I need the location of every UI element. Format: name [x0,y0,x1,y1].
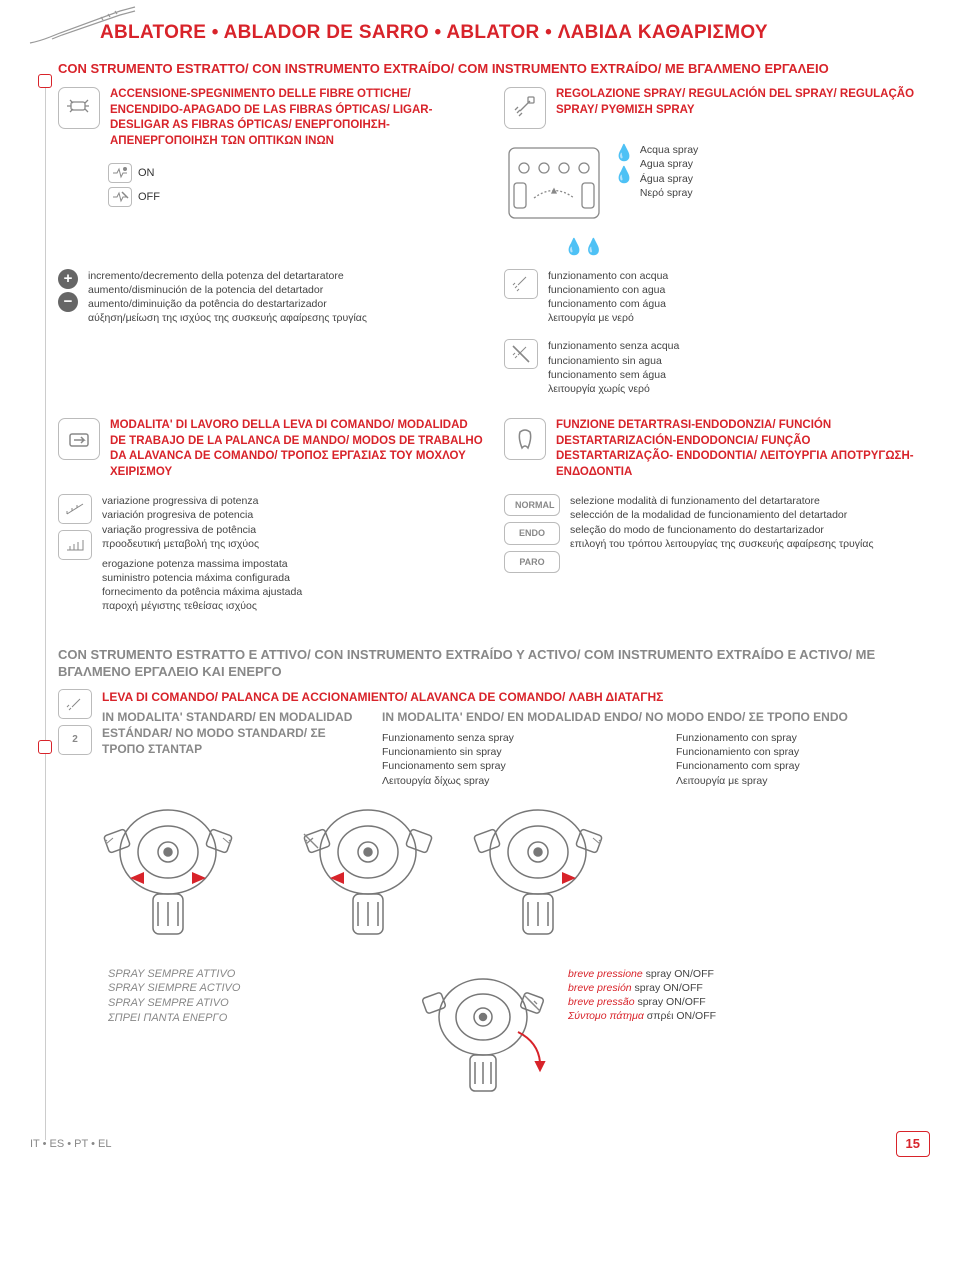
minus-icon: − [58,292,78,312]
plus-icon: + [58,269,78,289]
var-prog-text: variazione progressiva di potenza variac… [102,494,484,551]
spray-l1: Acqua spray [640,143,698,157]
water-drops-icon: 💧💧 [614,143,634,186]
lever-mode-icon [58,418,100,460]
water-off-text: funzionamento senza acqua funcionamiento… [548,339,930,396]
brief-3b: spray ON/OFF [637,996,705,1008]
spray-icon [504,87,546,129]
pedal-endo-spray-diagram [468,802,608,957]
normal-mode-btn[interactable]: NORMAL [504,494,560,516]
lamp-icon [58,87,100,129]
func-endo-heading: FUNZIONE DETARTRASI-ENDODONZIA/ FUNCIÓN … [556,418,930,480]
sel-mode-text: selezione modalità di funzionamento del … [570,494,930,551]
on-icon [108,163,132,183]
paro-mode-btn[interactable]: PARO [504,551,560,573]
spray-heading: REGOLAZIONE SPRAY/ REGULACIÓN DEL SPRAY/… [556,87,930,118]
incdec-text: incremento/decremento della potenza del … [88,269,484,326]
water-drops-icon: 💧💧 [564,239,604,256]
endo-mode-label: IN MODALITA' ENDO/ EN MODALIDAD ENDO/ NO… [382,709,930,725]
pedal-standard-diagram [98,802,238,957]
off-icon [108,187,132,207]
endo-mode-btn[interactable]: ENDO [504,522,560,544]
brief-4b: σπρέι ON/OFF [647,1010,716,1022]
language-codes: IT • ES • PT • EL [30,1137,111,1152]
on-label: ON [138,166,155,181]
page-title: ABLATORE • ABLADOR DE SARRO • ABLATOR • … [30,20,930,46]
progressive-icon [58,494,92,524]
brief-3a: breve pressão [568,996,637,1008]
vertical-timeline-line [45,80,46,1140]
max-power-icon [58,530,92,560]
std-mode-label: IN MODALITA' STANDARD/ EN MODALIDAD ESTÁ… [102,709,362,788]
water-off-icon [504,339,538,369]
pedal-press-diagram [418,967,548,1112]
brief-1b: spray ON/OFF [646,968,714,980]
section-marker [38,74,52,88]
spray-l4: Νερό spray [640,186,698,200]
pedal-endo-nospray-diagram [298,802,438,957]
max-pow-text: erogazione potenza massima impostata sum… [102,557,484,614]
page-number: 15 [896,1131,930,1157]
brief-2a: breve presión [568,982,635,994]
device-panel-icon [504,143,604,223]
off-label: OFF [138,190,160,205]
brief-2b: spray ON/OFF [635,982,703,994]
spray-small-icon [58,689,92,719]
water-on-icon [504,269,538,299]
tooth-icon [504,418,546,460]
instrument-tip-icon [20,5,140,45]
spray-l3: Água spray [640,172,698,186]
mode-2-icon: 2 [58,725,92,755]
lever-cmd-heading: LEVA DI COMANDO/ PALANCA DE ACCIONAMIENT… [102,689,930,705]
section-marker [38,740,52,754]
no-spray-text: Funzionamento senza spray Funcionamiento… [382,731,636,788]
active-section-title: CON STRUMENTO ESTRATTO E ATTIVO/ CON INS… [58,646,930,681]
fibre-heading: ACCENSIONE-SPEGNIMENTO DELLE FIBRE OTTIC… [110,87,484,149]
lever-mode-heading: MODALITA' DI LAVORO DELLA LEVA DI COMAND… [110,418,484,480]
with-spray-text: Funzionamento con spray Funcionamiento c… [676,731,930,788]
spray-l2: Agua spray [640,157,698,171]
subtitle-extracted: CON STRUMENTO ESTRATTO/ CON INSTRUMENTO … [58,60,930,78]
brief-1a: breve pressione [568,968,646,980]
water-on-text: funzionamento con acqua funcionamiento c… [548,269,930,326]
brief-4a: Σύντομο πάτημα [568,1010,647,1022]
spray-always-text: SPRAY SEMPRE ATTIVO SPRAY SIEMPRE ACTIVO… [108,967,398,1026]
